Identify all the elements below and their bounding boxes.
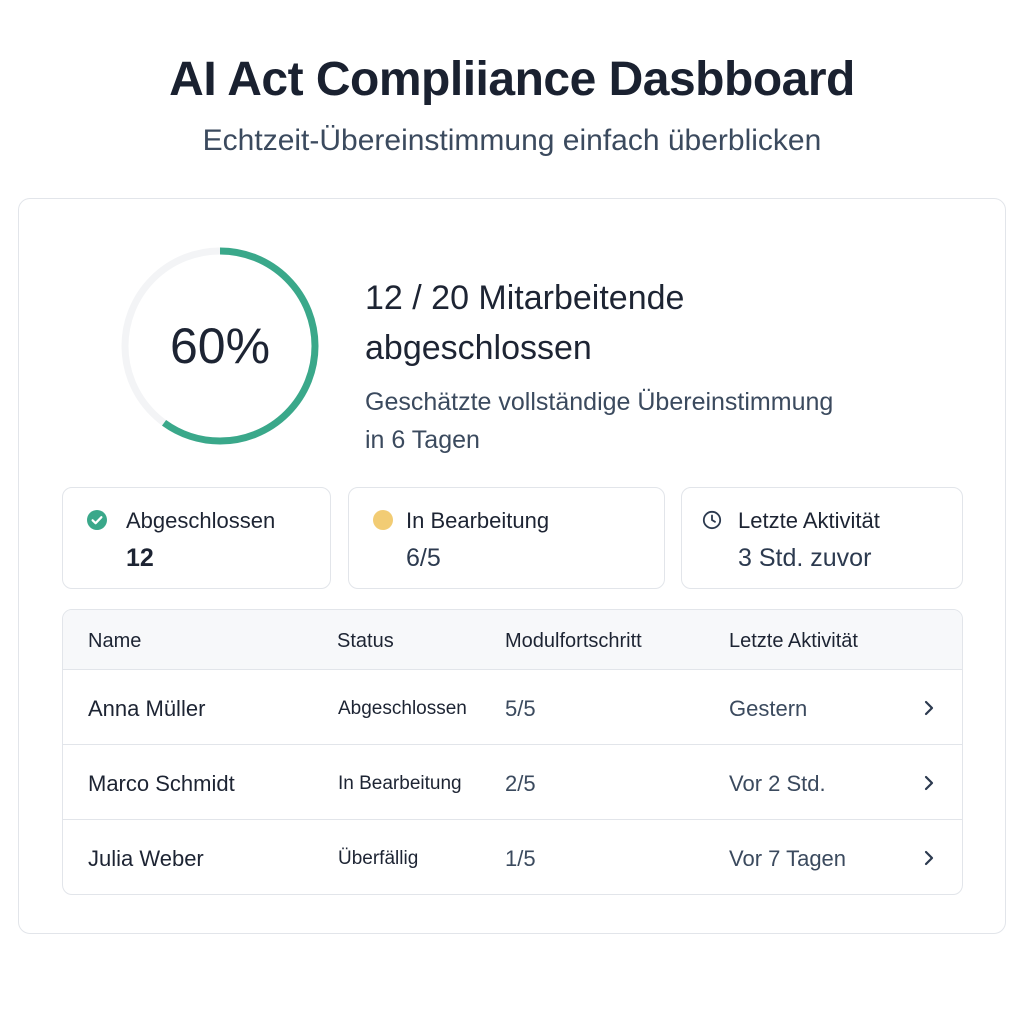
progress-estimate-line2: in 6 Tagen	[365, 426, 480, 454]
page-title: AI Act Compliiance Dasbboard	[169, 53, 855, 106]
stat-card-last-activity[interactable]: Letzte Aktivität 3 Std. zuvor	[681, 487, 963, 589]
progress-ring: 60%	[115, 241, 325, 451]
yellow-dot-icon	[373, 510, 393, 530]
row-status: Abgeschlossen	[338, 698, 467, 719]
stat-value: 6/5	[406, 544, 441, 572]
column-header-progress[interactable]: Modulfortschritt	[505, 630, 642, 652]
chevron-right-icon[interactable]	[919, 771, 939, 795]
row-progress: 1/5	[505, 846, 536, 871]
stat-value: 3 Std. zuvor	[738, 544, 872, 572]
progress-estimate-line1: Geschätzte vollständige Übereinstimmung	[365, 388, 834, 416]
row-progress: 2/5	[505, 771, 536, 796]
chevron-right-icon[interactable]	[919, 696, 939, 720]
row-status: In Bearbeitung	[338, 773, 462, 794]
row-activity: Vor 7 Tagen	[729, 846, 847, 871]
page-subtitle: Echtzeit-Übereinstimmung einfach überbli…	[202, 124, 822, 157]
row-progress: 5/5	[505, 696, 536, 721]
progress-summary: 12 / 20 Mitarbeitende abgeschlossen Gesc…	[365, 273, 965, 459]
table-row[interactable]: Marco Schmidt In Bearbeitung 2/5 Vor 2 S…	[63, 745, 962, 820]
table-row[interactable]: Anna Müller Abgeschlossen 5/5 Gestern	[63, 670, 962, 745]
progress-percent: 60%	[169, 318, 271, 374]
row-activity: Gestern	[729, 696, 808, 721]
column-header-status[interactable]: Status	[337, 630, 394, 652]
progress-headline-line2: abgeschlossen	[365, 329, 592, 367]
row-activity: Vor 2 Std.	[729, 771, 826, 796]
row-name: Julia Weber	[88, 846, 204, 871]
progress-ring-fill	[121, 247, 319, 445]
clock-icon	[702, 510, 722, 530]
table-row[interactable]: Julia Weber Überfällig 1/5 Vor 7 Tagen	[63, 820, 962, 894]
progress-headline: 12 / 20 Mitarbeitende abgeschlossen	[365, 273, 965, 373]
chevron-right-icon[interactable]	[919, 846, 939, 870]
check-circle-icon	[87, 510, 107, 530]
column-header-name[interactable]: Name	[88, 630, 142, 652]
column-header-activity[interactable]: Letzte Aktivität	[729, 630, 858, 652]
row-name: Anna Müller	[88, 696, 206, 721]
compliance-card: 60% 12 / 20 Mitarbeitende abgeschlossen …	[18, 198, 1006, 934]
progress-estimate: Geschätzte vollständige Übereinstimmung …	[365, 383, 965, 459]
table-header: Name Status Modulfortschritt Letzte Akti…	[63, 610, 962, 670]
employee-table: Name Status Modulfortschritt Letzte Akti…	[62, 609, 963, 895]
row-status: Überfällig	[338, 848, 419, 869]
stat-card-in-progress[interactable]: In Bearbeitung 6/5	[348, 487, 665, 589]
stat-card-completed[interactable]: Abgeschlossen 12	[62, 487, 331, 589]
stat-label: Abgeschlossen	[126, 508, 276, 533]
stat-label: In Bearbeitung	[406, 508, 550, 533]
row-name: Marco Schmidt	[88, 771, 235, 796]
stat-label: Letzte Aktivität	[738, 508, 880, 533]
stat-value: 12	[126, 544, 154, 572]
progress-headline-line1: 12 / 20 Mitarbeitende	[365, 279, 685, 317]
progress-ring-svg	[121, 247, 319, 445]
